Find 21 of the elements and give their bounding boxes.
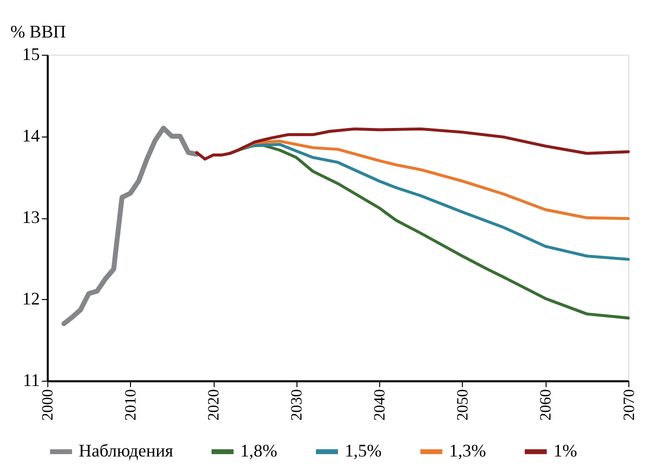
y-tick-label: 13	[22, 207, 40, 228]
x-tick-label: 2050	[454, 389, 472, 421]
x-tick-label: 2030	[288, 389, 306, 421]
line-series	[195, 127, 630, 161]
x-tick-label: 2010	[122, 389, 140, 421]
y-axis-title: % ВВП	[10, 22, 66, 42]
legend-label: 1%	[553, 440, 578, 461]
legend-label: 1,8%	[240, 440, 278, 461]
y-tick-label: 15	[22, 44, 40, 64]
x-tick-label: 2060	[538, 389, 555, 421]
y-tick-label: 11	[22, 370, 40, 390]
x-tick-label: 2020	[206, 389, 223, 421]
x-tick-label: 2040	[372, 389, 389, 421]
legend-label: 1,5%	[344, 440, 382, 461]
x-tick-label: 2070	[620, 389, 638, 421]
y-tick-label: 12	[22, 288, 40, 309]
y-tick-label: 14	[22, 126, 40, 146]
legend-label: 1,3%	[449, 440, 486, 461]
line-series	[61, 126, 200, 326]
legend-label: Наблюдения	[78, 440, 174, 461]
x-tick-label: 2000	[40, 389, 57, 421]
